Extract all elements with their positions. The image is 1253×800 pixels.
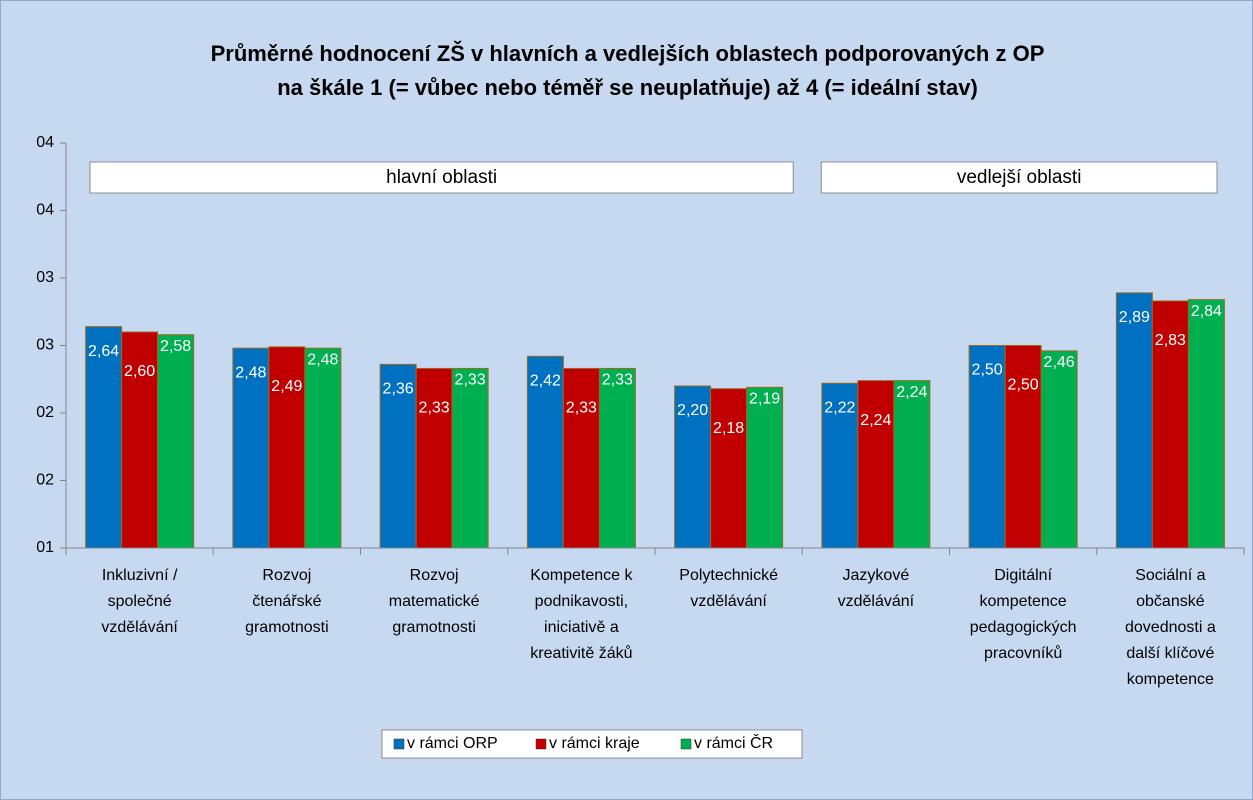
bar [157, 334, 195, 549]
bar [710, 388, 748, 549]
bar [1115, 292, 1153, 549]
value-label: 2,20 [677, 402, 708, 419]
value-label: 2,24 [860, 412, 891, 429]
value-label: 2,60 [124, 363, 155, 380]
bar [268, 346, 306, 549]
value-label: 2,49 [271, 378, 302, 395]
bar [451, 367, 489, 549]
value-label: 2,19 [749, 391, 780, 408]
value-label: 2,33 [455, 372, 486, 389]
value-label: 2,33 [602, 372, 633, 389]
bar [857, 380, 895, 549]
x-tick-label: Sociální a občanské dovednosti a další k… [1125, 567, 1216, 688]
bar [562, 367, 600, 549]
value-label: 2,50 [1008, 377, 1039, 394]
x-tick-label: Jazykové vzdělávání [837, 567, 915, 610]
value-label: 2,64 [88, 343, 119, 360]
y-tick-label: 01 [36, 539, 54, 556]
x-tick-label: Kompetence k podnikavosti, iniciativě a … [530, 567, 633, 662]
value-label: 2,33 [566, 400, 597, 417]
bar [121, 331, 159, 549]
legend-swatch [535, 738, 547, 750]
value-label: 2,36 [383, 381, 414, 398]
value-label: 2,18 [713, 420, 744, 437]
x-tick-label: Digitální kompetence pedagogických praco… [969, 567, 1077, 662]
x-tick-label: Rozvoj matematické gramotnosti [388, 567, 480, 636]
y-tick-label: 04 [36, 134, 54, 151]
annotation-box [820, 161, 1218, 194]
value-label: 2,42 [530, 373, 561, 390]
bar [1187, 299, 1225, 549]
x-tick-label: Inkluzivní / společné vzdělávání [101, 567, 178, 636]
bar [304, 347, 342, 549]
value-label: 2,22 [824, 400, 855, 417]
value-label: 2,46 [1044, 354, 1075, 371]
annotation: hlavní oblasti [386, 167, 497, 188]
legend-label: v rámci kraje [549, 735, 640, 752]
bar [746, 386, 784, 549]
bar [232, 347, 270, 549]
annotation: vedlejší oblasti [957, 167, 1082, 188]
y-tick-label: 02 [36, 404, 54, 421]
bar [415, 367, 453, 549]
bar [379, 363, 417, 549]
y-tick-label: 03 [36, 337, 54, 354]
legend-swatch [680, 738, 692, 750]
bar [1040, 350, 1078, 549]
bar [598, 367, 636, 549]
value-label: 2,33 [419, 400, 450, 417]
x-tick-label: Polytechnické vzdělávání [679, 567, 778, 610]
legend-label: v rámci ORP [407, 735, 498, 752]
bar [893, 380, 931, 549]
y-tick-label: 02 [36, 472, 54, 489]
value-label: 2,89 [1119, 309, 1150, 326]
annotation-box [89, 161, 794, 194]
legend-box [381, 729, 803, 759]
legend-swatch [393, 738, 405, 750]
value-label: 2,84 [1191, 303, 1222, 320]
y-tick-label: 03 [36, 269, 54, 286]
bar [1004, 345, 1042, 549]
value-label: 2,48 [307, 351, 338, 368]
value-label: 2,58 [160, 338, 191, 355]
value-label: 2,83 [1155, 332, 1186, 349]
value-label: 2,48 [235, 364, 266, 381]
chart-title: Průměrné hodnocení ZŠ v hlavních a vedle… [210, 41, 1045, 100]
legend-label: v rámci ČR [694, 733, 773, 752]
bar [1151, 300, 1189, 549]
value-label: 2,24 [896, 384, 927, 401]
y-tick-label: 04 [36, 202, 54, 219]
x-tick-label: Rozvoj čtenářské gramotnosti [245, 567, 329, 636]
value-label: 2,50 [972, 362, 1003, 379]
bar [85, 326, 123, 549]
